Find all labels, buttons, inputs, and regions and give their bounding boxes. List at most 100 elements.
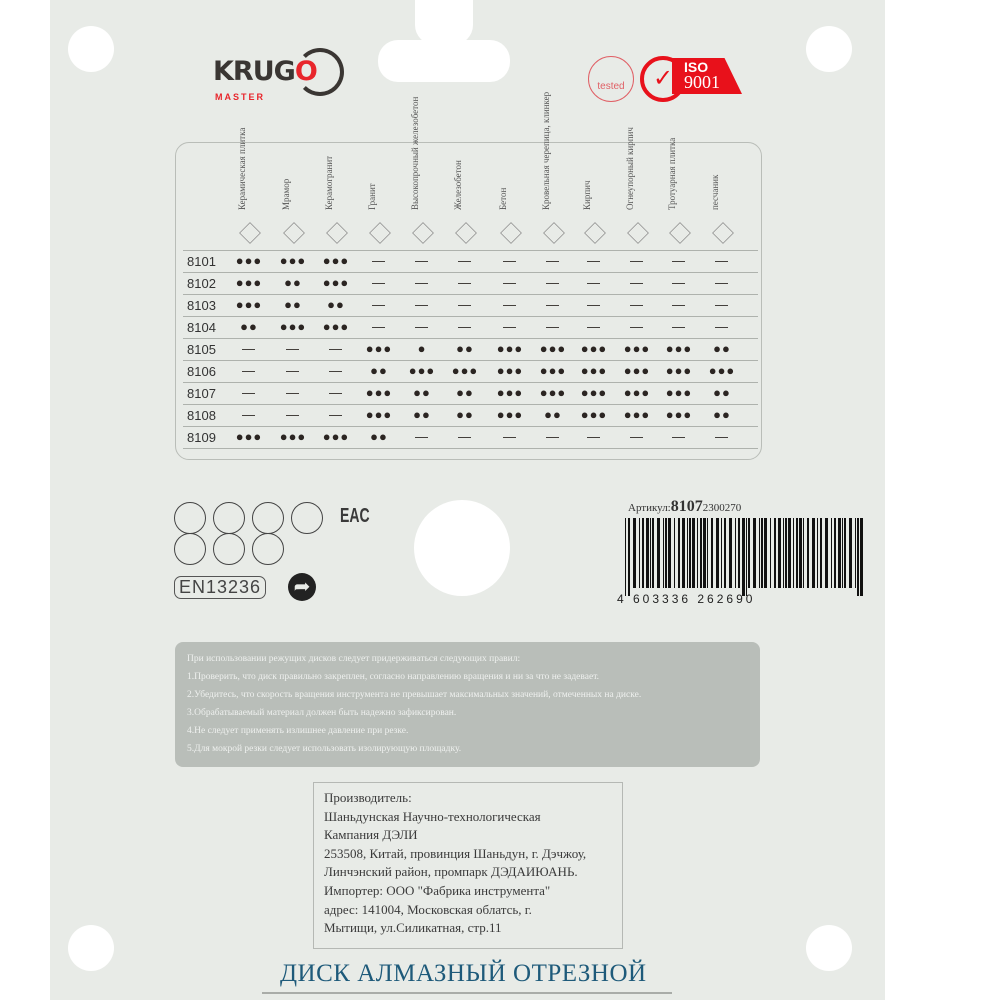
material-header: Железобетон — [453, 80, 493, 210]
suitability-cell: ●●● — [623, 385, 651, 400]
disc-code: 8106 — [187, 364, 216, 379]
barcode-bar — [716, 518, 719, 588]
barcode-bar — [668, 518, 671, 588]
material-header: Керамическая плитка — [237, 80, 277, 210]
table-row: 8107— — — ●●● ●● ●● ●●● ●●● ●●● ●●● ●●● ●● — [183, 382, 758, 405]
material-header: Высокопрочный железобетон — [410, 80, 450, 210]
table-row: 8105— — — ●●● ● ●● ●●● ●●● ●●● ●●● ●●● ●● — [183, 338, 758, 361]
suitability-cell: ●●● — [623, 341, 651, 356]
suitability-cell: ●●● — [496, 407, 524, 422]
material-header: Тротуарная плитка — [667, 80, 707, 210]
suitability-cell: — — [503, 275, 517, 290]
barcode-bar — [849, 518, 852, 588]
suitability-cell: — — [630, 319, 644, 334]
barcode-bar — [735, 518, 736, 588]
material-label: Кровельная черепица, клинкер — [541, 91, 551, 210]
barcode-bar — [817, 518, 818, 588]
suitability-cell: ●●● — [580, 407, 608, 422]
suitability-cell: ●●● — [235, 429, 263, 444]
suitability-cell: ●● — [713, 407, 731, 422]
suitability-cell: ●● — [713, 385, 731, 400]
material-label: песчаник — [710, 174, 720, 210]
barcode-bar — [807, 518, 809, 588]
corner-hole — [68, 925, 114, 971]
manufacturer-line: Импортер: ООО "Фабрика инструмента" — [324, 882, 551, 898]
rule-item: 1.Проверить, что диск правильно закрепле… — [187, 672, 600, 682]
barcode-bar — [707, 518, 708, 588]
barcode-bar — [692, 518, 695, 588]
suitability-cell: ●●● — [365, 407, 393, 422]
material-header: Мрамор — [281, 80, 321, 210]
standard-badge: EN13236 — [174, 576, 267, 599]
brand-logo: KRUGO MASTER — [213, 48, 344, 102]
suitability-cell: ●● — [713, 341, 731, 356]
suitability-cell: — — [329, 407, 343, 422]
suitability-cell: ●● — [284, 275, 302, 290]
manual-icon — [213, 533, 245, 565]
tested-seal-icon: tested — [588, 56, 634, 102]
material-header: Гранит — [367, 80, 407, 210]
suitability-cell: ●●● — [279, 253, 307, 268]
respirator-icon — [174, 502, 206, 534]
material-label: Кирпич — [582, 180, 592, 210]
suitability-cell: — — [372, 297, 386, 312]
suitability-cell: ●● — [370, 363, 388, 378]
suitability-cell: — — [715, 429, 729, 444]
barcode-bar — [842, 518, 843, 588]
product-title: ДИСК АЛМАЗНЫЙ ОТРЕЗНОЙ — [280, 960, 647, 987]
suitability-cell: — — [286, 385, 300, 400]
suitability-cell: ●● — [456, 341, 474, 356]
barcode-bar — [761, 518, 763, 588]
corner-hole — [806, 26, 852, 72]
suitability-cell: ●●● — [235, 275, 263, 290]
suitability-cell: ●●● — [539, 385, 567, 400]
barcode-bar — [703, 518, 706, 588]
material-label: Огнеупорный кирпич — [625, 127, 635, 210]
barcode-bar — [774, 518, 776, 588]
table-row: 8102 ●●● ●● ●●● — — — — — — — — — — [183, 272, 758, 295]
barcode-bar — [665, 518, 667, 588]
barcode-bar — [652, 518, 654, 588]
suitability-cell: — — [672, 275, 686, 290]
material-header: Кровельная черепица, клинкер — [541, 80, 581, 210]
suitability-cell: — — [458, 297, 472, 312]
suitability-cell: ●●● — [665, 341, 693, 356]
barcode-bar — [721, 518, 722, 588]
suitability-cell: ●● — [240, 319, 258, 334]
manufacturer-line: Производитель: — [324, 790, 412, 805]
goggles-icon — [174, 533, 206, 565]
suitability-cell: ●●● — [580, 363, 608, 378]
rule-item: 2.Убедитесь, что скорость вращения инстр… — [187, 690, 642, 700]
disc-code: 8101 — [187, 254, 216, 269]
table-row: 8104 ●● ●●● ●●● — — — — — — — — — — [183, 316, 758, 339]
material-header: Керамогранит — [324, 80, 364, 210]
suitability-cell: ●●● — [580, 341, 608, 356]
suitability-cell: — — [503, 319, 517, 334]
suitability-cell: ●●● — [496, 341, 524, 356]
corner-hole — [806, 925, 852, 971]
suitability-cell: — — [242, 407, 256, 422]
manufacturer-line: Линчэнский район, промпарк ДЭДАИЮАНЬ. — [324, 864, 578, 880]
barcode-bar — [674, 518, 675, 588]
table-row: 8101 ●●● ●●● ●●● — — — — — — — — — — [183, 250, 758, 273]
suitability-cell: ●●● — [322, 319, 350, 334]
suitability-cell: — — [546, 275, 560, 290]
suitability-cell: — — [242, 363, 256, 378]
barcode-bar — [860, 518, 863, 596]
suitability-cell: ●●● — [665, 385, 693, 400]
suitability-cell: ●●● — [580, 385, 608, 400]
suitability-cell: — — [715, 275, 729, 290]
suitability-cell: ●●● — [623, 407, 651, 422]
suitability-cell: — — [715, 319, 729, 334]
suitability-cell: ●● — [370, 429, 388, 444]
suitability-cell: — — [458, 319, 472, 334]
barcode-bar — [783, 518, 784, 588]
rule-item: 4.Не следует применять излишнее давление… — [187, 726, 409, 736]
barcode-bar — [793, 518, 794, 588]
eac-mark: EAC — [340, 505, 370, 527]
barcode-bar — [796, 518, 798, 588]
suitability-cell: — — [630, 429, 644, 444]
disc-code: 8108 — [187, 408, 216, 423]
suitability-cell: — — [242, 385, 256, 400]
suitability-cell: — — [286, 407, 300, 422]
